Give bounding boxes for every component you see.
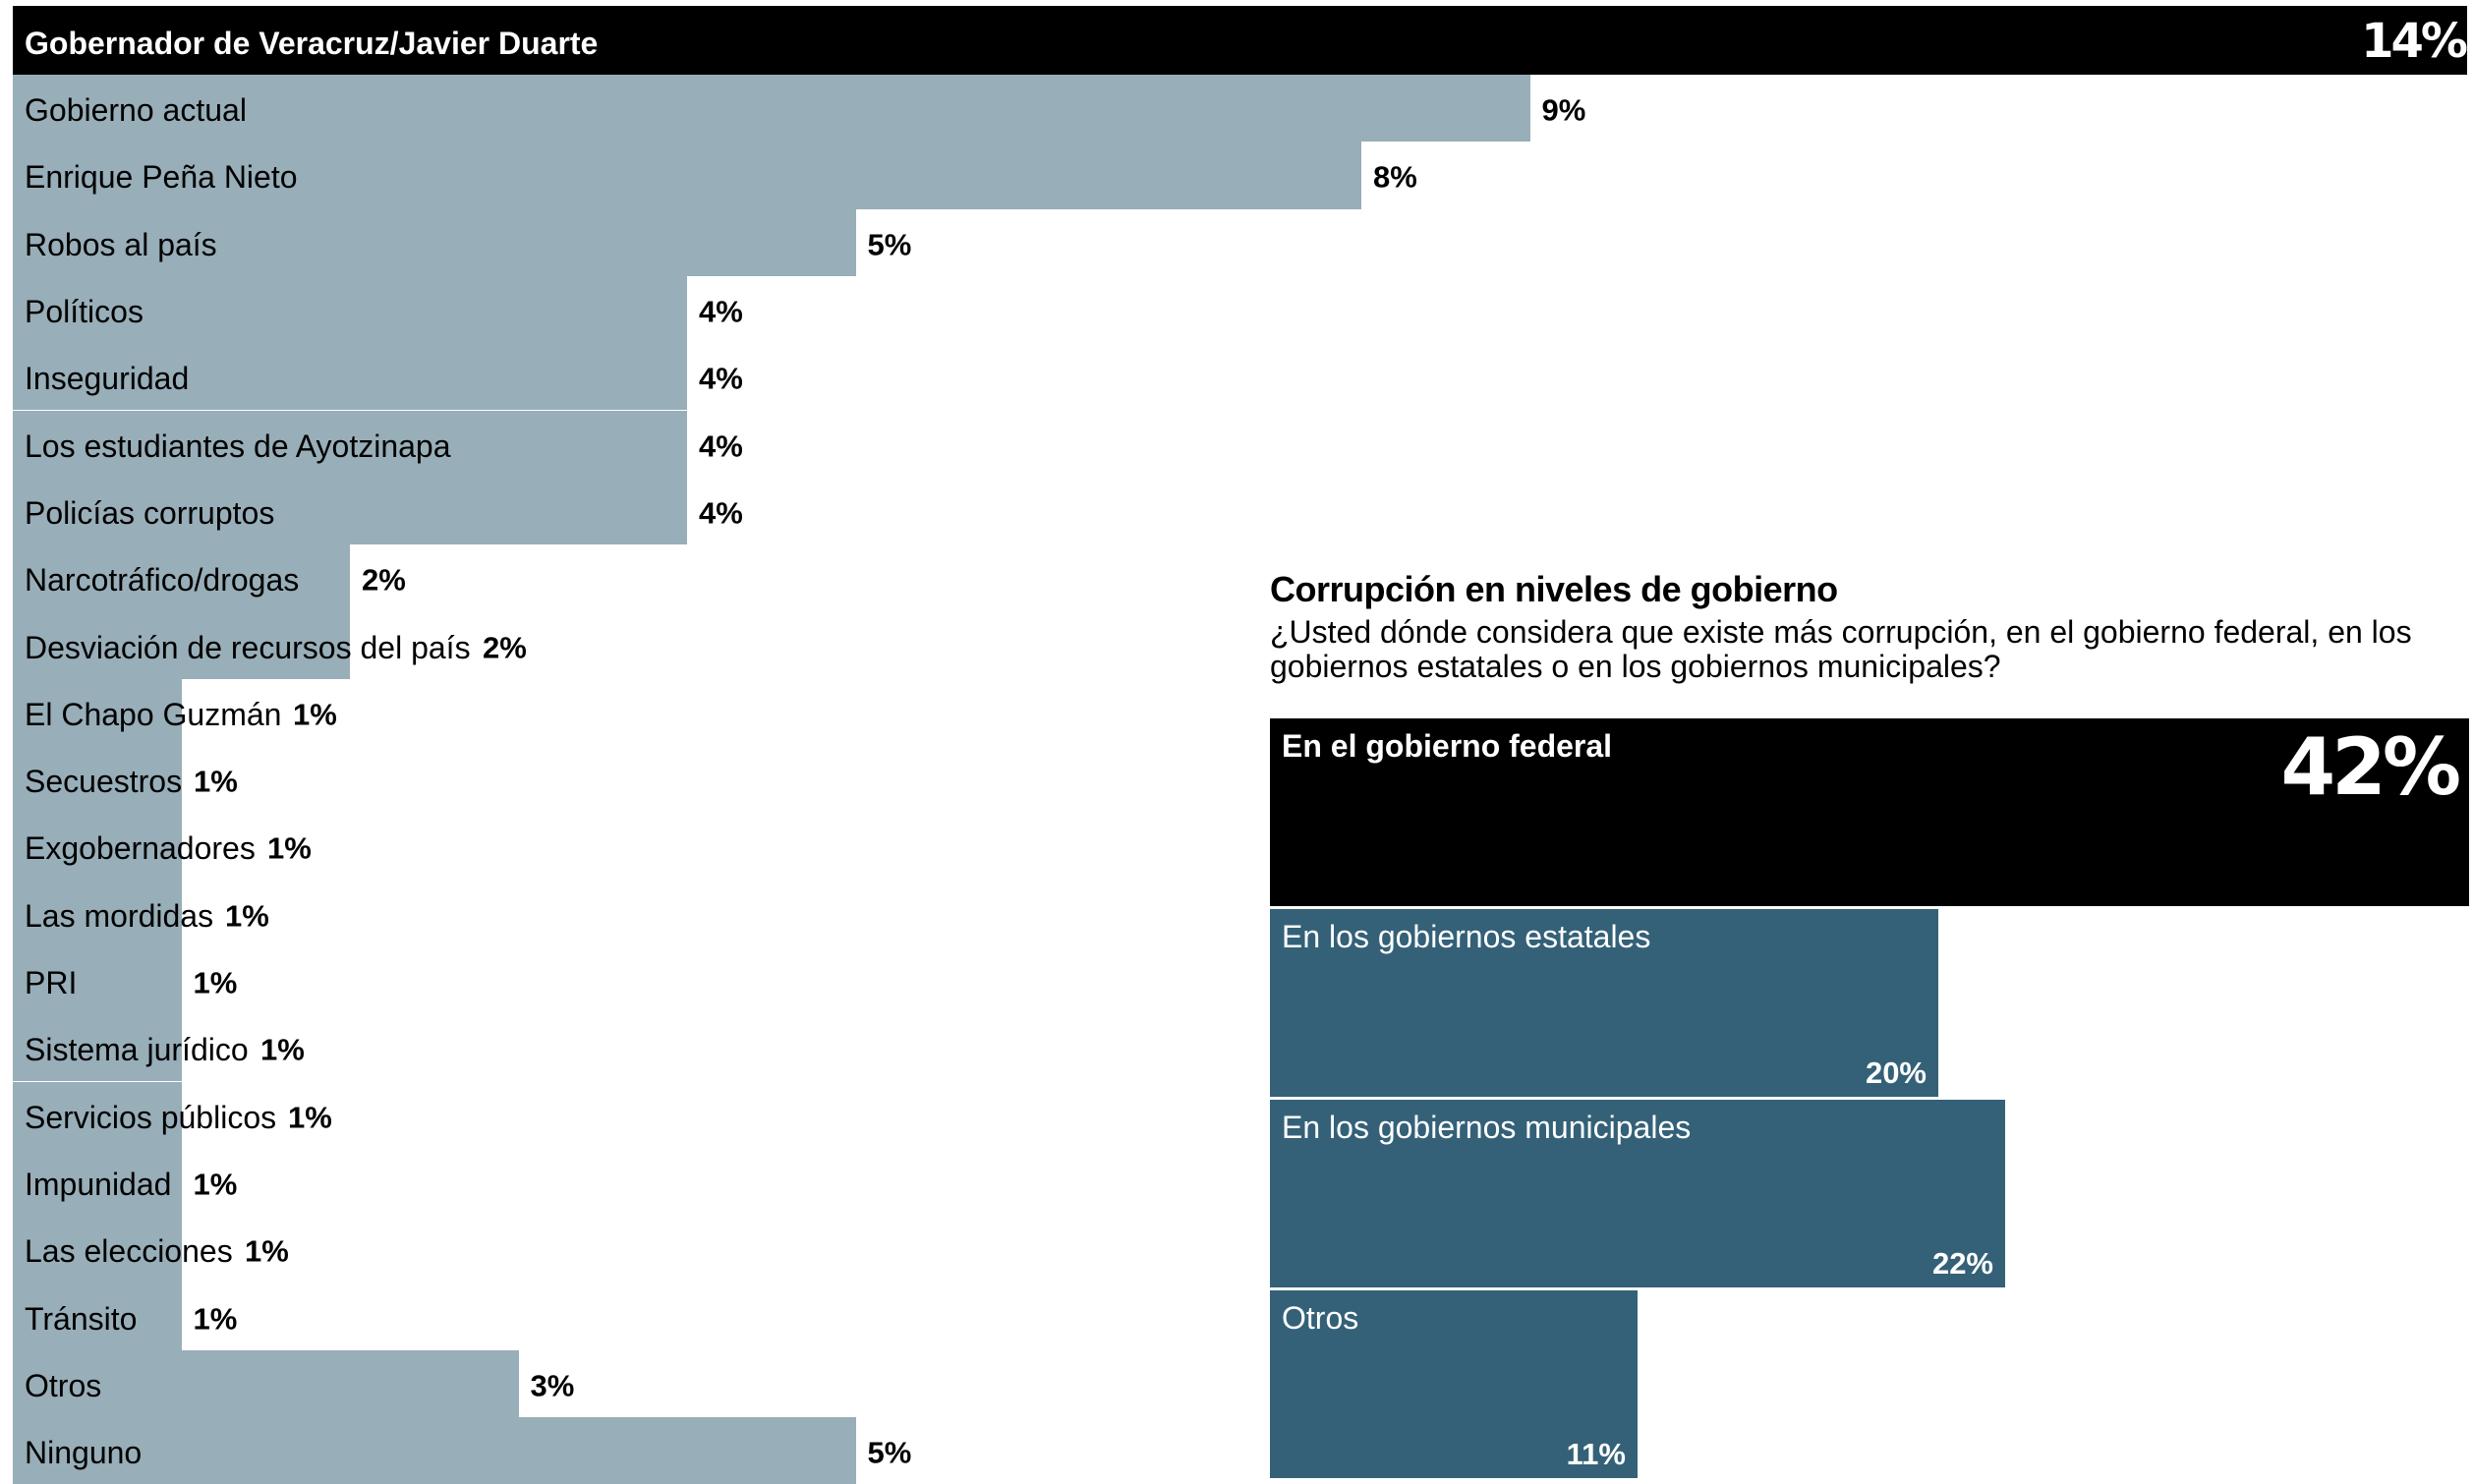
- bar-value-las-mordidas: 1%: [225, 898, 269, 934]
- bar-value-otros: 3%: [530, 1368, 575, 1403]
- bar-ninguno: [13, 1417, 856, 1484]
- bar-label-gobernador-de-veracruz-javier-duarte: Gobernador de Veracruz/Javier Duarte: [25, 26, 599, 61]
- bar-label-exgobernadores: Exgobernadores: [25, 830, 256, 867]
- bar-robos-al-pais: [13, 208, 856, 276]
- bar-pri: [13, 946, 182, 1015]
- bar-value-ninguno: 5%: [867, 1435, 912, 1470]
- bar-otros: [13, 1349, 519, 1417]
- bar-desviacion-de-recursos-del-pais: [13, 611, 350, 679]
- bar-label-secuestros: Secuestros: [25, 764, 183, 800]
- bar-value-enrique-pena-nieto: 8%: [1373, 159, 1417, 195]
- bar-label-inseguridad: Inseguridad: [25, 361, 190, 397]
- bar-value-exgobernadores: 1%: [267, 830, 312, 866]
- bar-las-mordidas: [13, 880, 182, 947]
- bar-gobernador-de-veracruz-javier-duarte: [13, 6, 2467, 75]
- bar-label-robos-al-pais: Robos al país: [25, 226, 217, 262]
- bar-value-pri: 1%: [193, 965, 238, 1000]
- bar-value-desviacion-de-recursos-del-pais: 2%: [483, 630, 527, 665]
- bar-value-las-elecciones: 1%: [245, 1233, 289, 1269]
- bar-value-inseguridad: 4%: [699, 361, 743, 396]
- bar-gobierno-actual: [13, 75, 1530, 143]
- bar-value-los-estudiantes-de-ayotzinapa: 4%: [699, 428, 743, 464]
- bar-value-sistema-juridico: 1%: [260, 1032, 305, 1067]
- bar-label-politicos: Políticos: [25, 294, 144, 330]
- bar-value-narcotrafico-drogas: 2%: [362, 562, 406, 598]
- bar-label-las-elecciones: Las elecciones: [25, 1233, 233, 1270]
- bar-value-gobernador-de-veracruz-javier-duarte: 14%: [2361, 14, 2468, 69]
- chart-question: ¿Usted dónde considera que existe más co…: [1270, 613, 2412, 685]
- bar-value-robos-al-pais: 5%: [867, 227, 912, 262]
- bar-transito: [13, 1283, 182, 1350]
- bar-policias-corruptos: [13, 477, 687, 545]
- bar-value-politicos: 4%: [699, 294, 743, 329]
- bar-label-pri: PRI: [25, 965, 78, 1001]
- bar-label-gobierno-actual: Gobierno actual: [25, 92, 247, 129]
- bar-secuestros: [13, 746, 182, 814]
- bar-value-gobierno-actual: 9%: [1541, 92, 1586, 128]
- bar-enrique-pena-nieto: [13, 142, 1361, 209]
- bar-impunidad: [13, 1148, 182, 1217]
- bar-label-transito: Tránsito: [25, 1300, 138, 1337]
- bar-label-los-estudiantes-de-ayotzinapa: Los estudiantes de Ayotzinapa: [25, 428, 451, 464]
- bar-value-secuestros: 1%: [194, 764, 238, 799]
- bar-label-el-chapo-guzman: El Chapo Guzmán: [25, 696, 282, 732]
- bar-label-ninguno: Ninguno: [25, 1435, 143, 1471]
- bar-label-las-mordidas: Las mordidas: [25, 897, 214, 934]
- bar-value-transito: 1%: [193, 1301, 238, 1337]
- bar-value-servicios-publicos: 1%: [288, 1100, 332, 1135]
- bar-label-narcotrafico-drogas: Narcotráfico/drogas: [25, 562, 300, 599]
- bar-label-sistema-juridico: Sistema jurídico: [25, 1032, 249, 1068]
- bar-politicos: [13, 275, 687, 344]
- bar-narcotrafico-drogas: [13, 544, 350, 612]
- bar-label-desviacion-de-recursos-del-pais: Desviación de recursos del país: [25, 629, 471, 665]
- corruption-levels-panel: Corrupción en niveles de gobierno ¿Usted…: [1270, 570, 2469, 685]
- chart-title: Corrupción en niveles de gobierno: [1270, 569, 1838, 609]
- bar-las-elecciones: [13, 1216, 182, 1284]
- bar-label-policias-corruptos: Policías corruptos: [25, 494, 275, 531]
- bar-exgobernadores: [13, 813, 182, 881]
- bar-value-policias-corruptos: 4%: [699, 495, 743, 531]
- bar-los-estudiantes-de-ayotzinapa: [13, 410, 687, 478]
- bar-label-impunidad: Impunidad: [25, 1166, 172, 1202]
- bar-value-el-chapo-guzman: 1%: [293, 697, 337, 732]
- bar-servicios-publicos: [13, 1081, 182, 1149]
- bar-label-servicios-publicos: Servicios públicos: [25, 1099, 277, 1135]
- bar-value-impunidad: 1%: [193, 1167, 238, 1202]
- bar-sistema-juridico: [13, 1014, 182, 1082]
- bar-el-chapo-guzman: [13, 678, 182, 746]
- bar-inseguridad: [13, 343, 687, 411]
- bar-label-otros: Otros: [25, 1367, 102, 1403]
- bar-label-enrique-pena-nieto: Enrique Peña Nieto: [25, 159, 298, 196]
